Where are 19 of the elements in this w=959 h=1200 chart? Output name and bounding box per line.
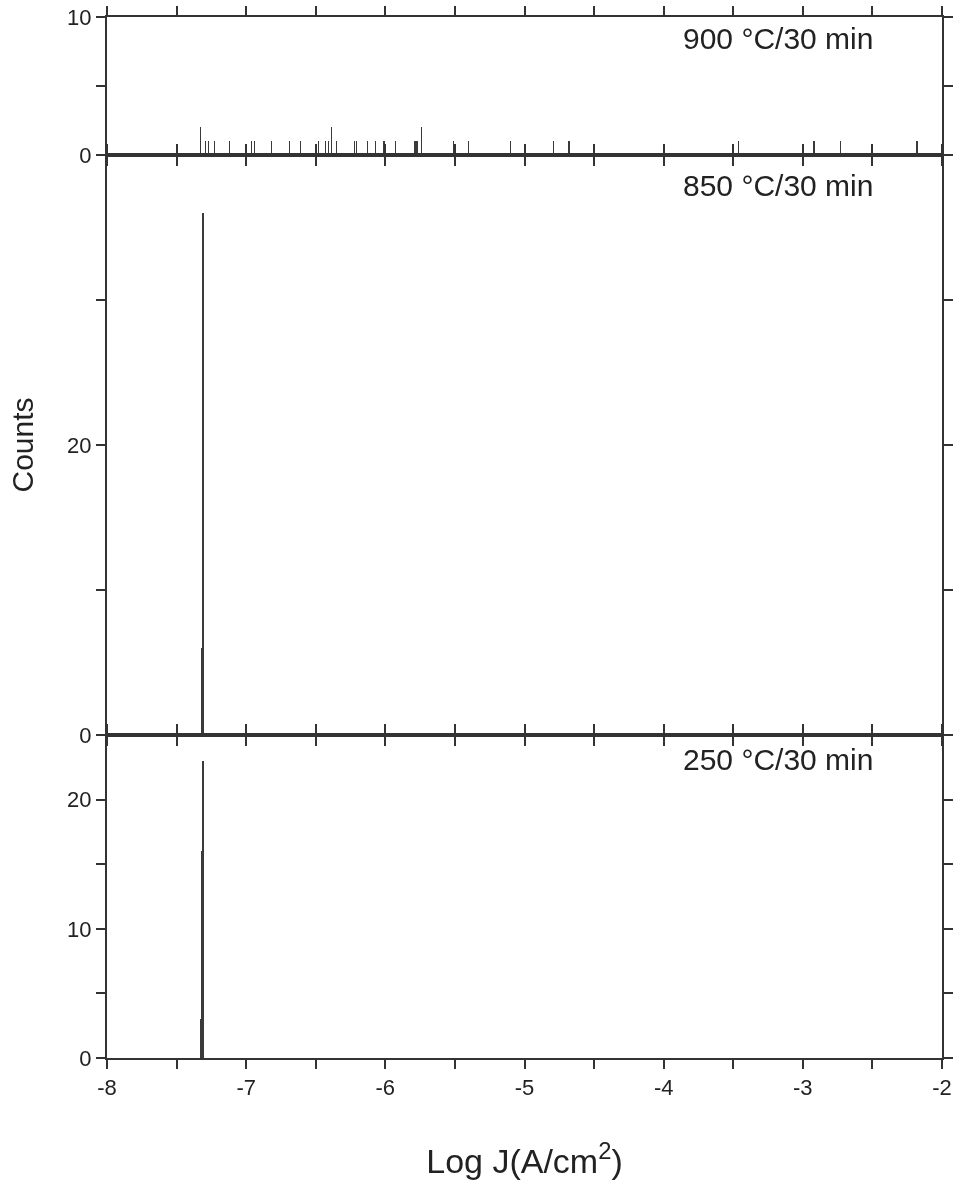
x-tick-label: -4 [653, 1075, 674, 1101]
x-tick-label: -7 [236, 1075, 256, 1101]
y-tick-label: 10 [67, 4, 92, 30]
y-axis-title: Counts [5, 397, 39, 493]
y-tick-label: 0 [79, 142, 92, 168]
y-tick-label: 20 [67, 432, 92, 458]
annotation: 250 °C/30 min [683, 743, 874, 776]
x-tick-label: -3 [793, 1075, 813, 1101]
annotation: 850 °C/30 min [683, 169, 874, 202]
annotation: 900 °C/30 min [683, 22, 874, 55]
y-tick-label: 0 [79, 1045, 92, 1071]
y-tick-label: 10 [67, 916, 92, 942]
y-tick-label: 20 [67, 787, 92, 813]
x-tick-label: -6 [375, 1075, 396, 1101]
x-tick-label: -8 [97, 1075, 117, 1101]
x-tick-label: -2 [932, 1075, 952, 1101]
x-tick-label: -5 [514, 1075, 535, 1101]
y-tick-label: 0 [79, 722, 92, 748]
x-axis-title: Log J(A/cm$^{2}$) [426, 1136, 623, 1181]
